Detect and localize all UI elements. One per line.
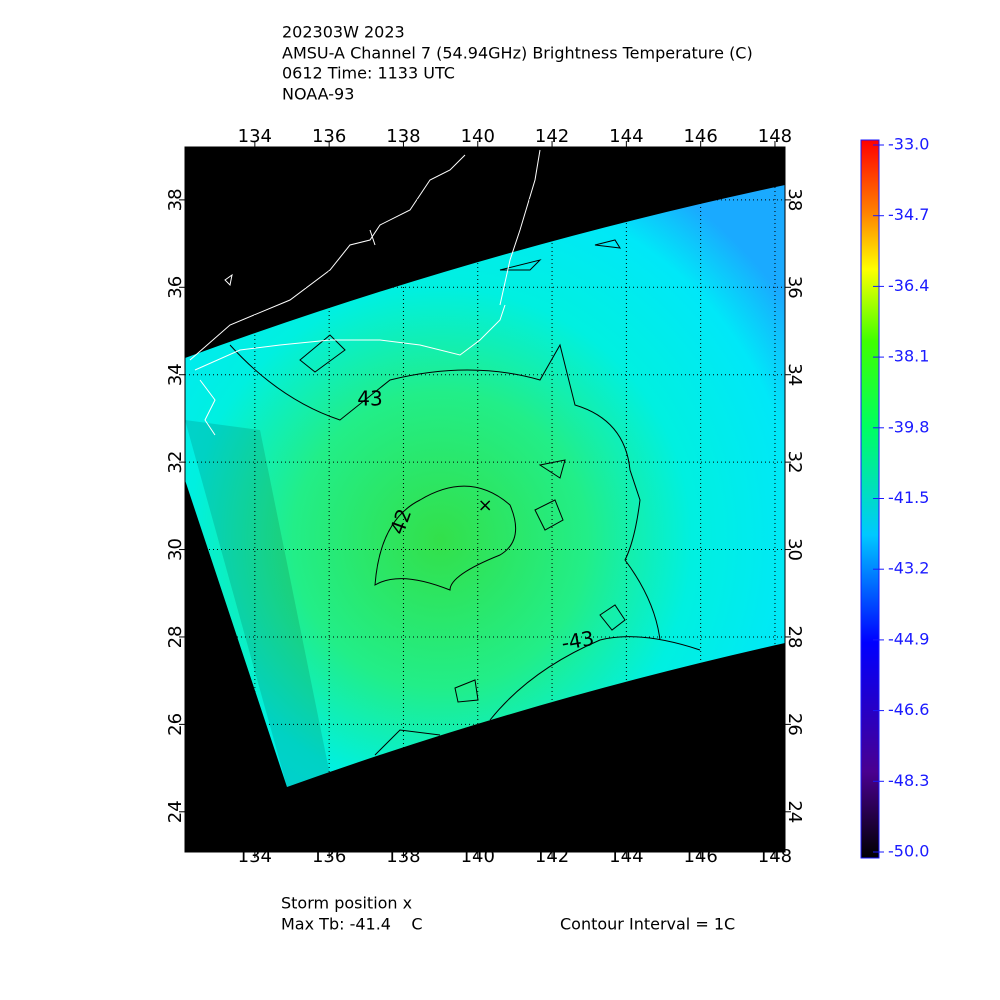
y-tick-label: 30 bbox=[784, 538, 805, 561]
y-tick-label: 26 bbox=[784, 713, 805, 736]
y-tick-label: 32 bbox=[784, 451, 805, 474]
x-tick-label: 134 bbox=[238, 846, 272, 867]
title-line: 202303W 2023 bbox=[282, 23, 405, 42]
colorbar-tick-label: -34.7 bbox=[888, 205, 929, 224]
x-tick-label: 146 bbox=[683, 126, 717, 147]
y-tick-label: 30 bbox=[165, 538, 186, 561]
y-tick-label: 24 bbox=[784, 800, 805, 823]
contour-label: 43 bbox=[357, 387, 382, 411]
colorbar-tick-label: -38.1 bbox=[888, 347, 929, 366]
y-tick-label: 36 bbox=[165, 276, 186, 299]
x-tick-label: 146 bbox=[683, 846, 717, 867]
map-area bbox=[185, 147, 785, 852]
x-tick-label: 136 bbox=[312, 126, 346, 147]
colorbar-tick-label: -50.0 bbox=[888, 842, 929, 861]
x-tick-label: 148 bbox=[758, 126, 792, 147]
colorbar-tick-label: -39.8 bbox=[888, 417, 929, 436]
contour-label: -43 bbox=[560, 626, 596, 655]
footer-contour-interval: Contour Interval = 1C bbox=[560, 915, 735, 934]
x-tick-label: 136 bbox=[312, 846, 346, 867]
map-frame bbox=[184, 146, 786, 853]
colorbar-tick-label: -48.3 bbox=[888, 771, 929, 790]
footer: Storm position x Max Tb: -41.4 C Contour… bbox=[281, 894, 735, 934]
x-tick-label: 134 bbox=[238, 126, 272, 147]
x-tick-label: 142 bbox=[535, 126, 569, 147]
colorbar-tick-label: -46.6 bbox=[888, 700, 929, 719]
y-tick-label: 36 bbox=[784, 276, 805, 299]
x-tick-label: 140 bbox=[461, 846, 495, 867]
y-tick-label: 28 bbox=[165, 626, 186, 649]
x-tick-label: 144 bbox=[609, 846, 643, 867]
x-tick-label: 138 bbox=[386, 846, 420, 867]
x-tick-label: 142 bbox=[535, 846, 569, 867]
contours bbox=[229, 239, 701, 756]
coastline bbox=[189, 149, 541, 436]
footer-max-tb: Max Tb: -41.4 C bbox=[281, 915, 422, 934]
y-tick-label: 34 bbox=[784, 363, 805, 386]
colorbar-tick-label: -43.2 bbox=[888, 559, 929, 578]
colorbar-tick-label: -41.5 bbox=[888, 488, 929, 507]
x-tick-label: 138 bbox=[386, 126, 420, 147]
colorbar-tick-label: -44.9 bbox=[888, 629, 929, 648]
title-line: AMSU-A Channel 7 (54.94GHz) Brightness T… bbox=[282, 44, 753, 63]
colorbar-tick-label: -36.4 bbox=[888, 276, 929, 295]
title-line: NOAA-93 bbox=[282, 85, 354, 104]
swath-edge bbox=[185, 420, 330, 787]
x-tick-label: 140 bbox=[461, 126, 495, 147]
y-tick-label: 28 bbox=[784, 626, 805, 649]
colorbar-tick-label: -33.0 bbox=[888, 135, 929, 154]
y-tick-label: 38 bbox=[165, 188, 186, 211]
y-tick-label: 26 bbox=[165, 713, 186, 736]
y-tick-label: 32 bbox=[165, 451, 186, 474]
y-tick-label: 38 bbox=[784, 188, 805, 211]
y-tick-label: 34 bbox=[165, 363, 186, 386]
y-tick-label: 24 bbox=[165, 800, 186, 823]
x-tick-label: 148 bbox=[758, 846, 792, 867]
storm-position: × bbox=[478, 495, 493, 516]
title-line: 0612 Time: 1133 UTC bbox=[282, 64, 455, 83]
x-tick-label: 144 bbox=[609, 126, 643, 147]
colorbar: -33.0 -34.7 -36.4 -38.1 -39.8 -41.5 -43.2 -44.9… bbox=[860, 135, 929, 861]
title: 202303W 2023 AMSU-A Channel 7 (54.94GHz)… bbox=[282, 23, 753, 104]
footer-storm: Storm position x bbox=[281, 894, 412, 913]
